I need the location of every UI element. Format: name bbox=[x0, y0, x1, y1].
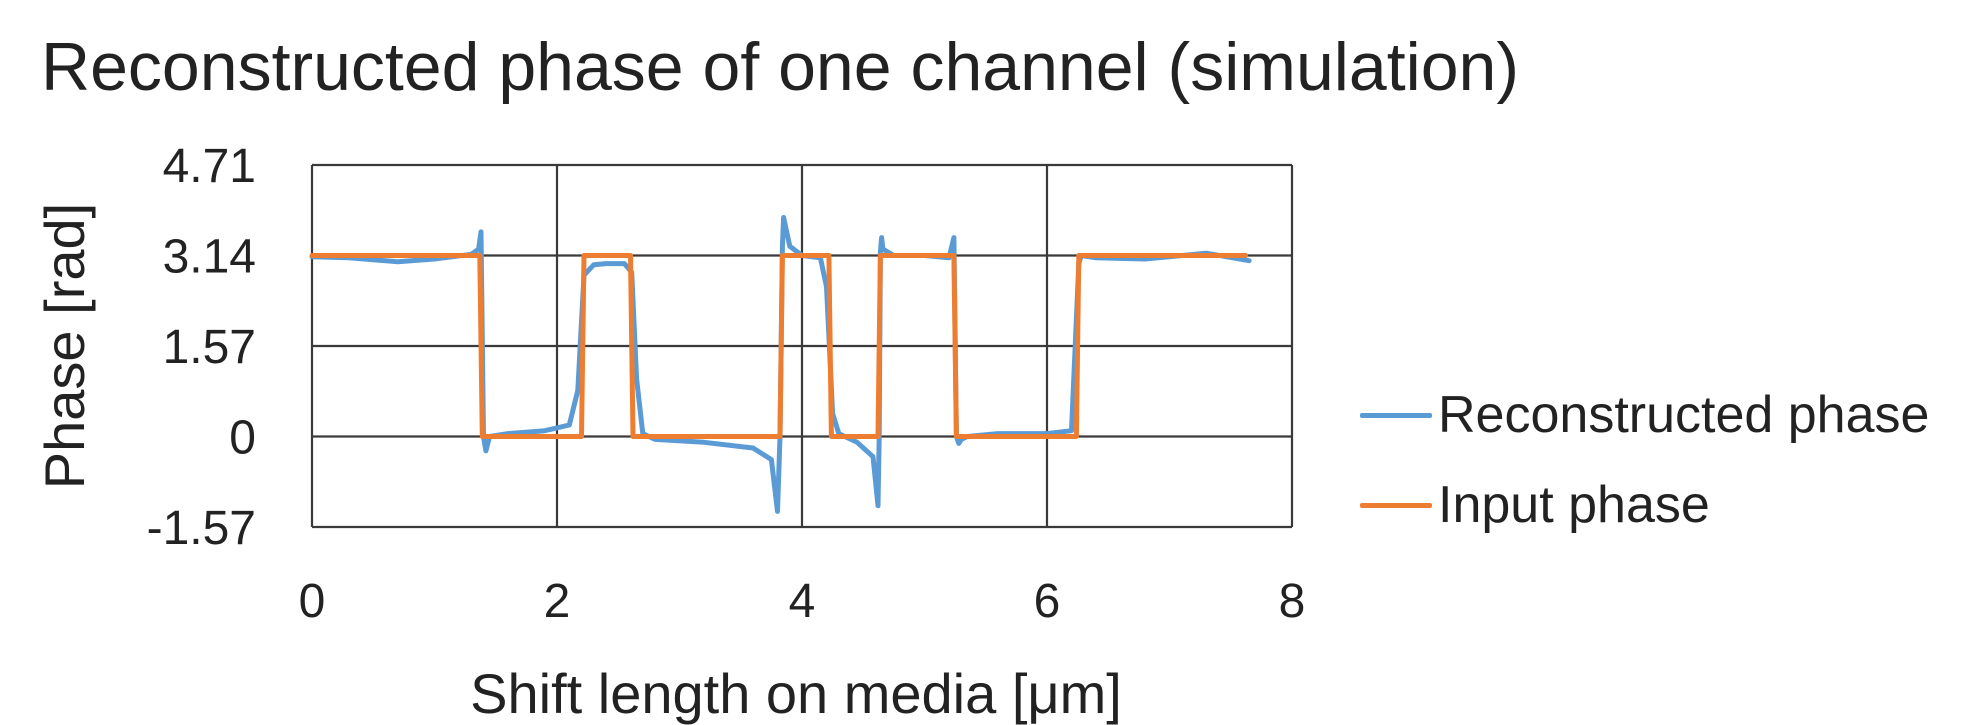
x-tick-label: 4 bbox=[789, 575, 816, 628]
x-tick-label: 6 bbox=[1034, 575, 1061, 628]
x-tick-label: 8 bbox=[1279, 575, 1306, 628]
x-tick-label: 2 bbox=[544, 575, 571, 628]
chart-title: Reconstructed phase of one channel (simu… bbox=[41, 29, 1519, 105]
legend-swatch-reconstructed-phase bbox=[1360, 412, 1432, 418]
y-tick-label: 4.71 bbox=[163, 140, 256, 193]
y-tick-label: 1.57 bbox=[163, 321, 256, 374]
x-axis-title: Shift length on media [μm] bbox=[470, 662, 1122, 725]
legend-swatch-input-phase bbox=[1360, 502, 1432, 508]
legend-item-input-phase: Input phase bbox=[1360, 460, 1929, 550]
y-tick-label: 3.14 bbox=[163, 231, 256, 284]
x-tick-label: 0 bbox=[299, 575, 326, 628]
y-tick-label: -1.57 bbox=[147, 502, 256, 555]
legend-label-reconstructed-phase: Reconstructed phase bbox=[1438, 386, 1930, 444]
y-tick-label: 0 bbox=[229, 412, 256, 465]
legend-label-input-phase: Input phase bbox=[1438, 476, 1710, 534]
legend-item-reconstructed-phase: Reconstructed phase bbox=[1360, 370, 1929, 460]
series-line-input-phase bbox=[309, 253, 1248, 439]
legend: Reconstructed phase Input phase bbox=[1360, 370, 1929, 550]
y-axis-title: Phase [rad] bbox=[33, 203, 96, 489]
